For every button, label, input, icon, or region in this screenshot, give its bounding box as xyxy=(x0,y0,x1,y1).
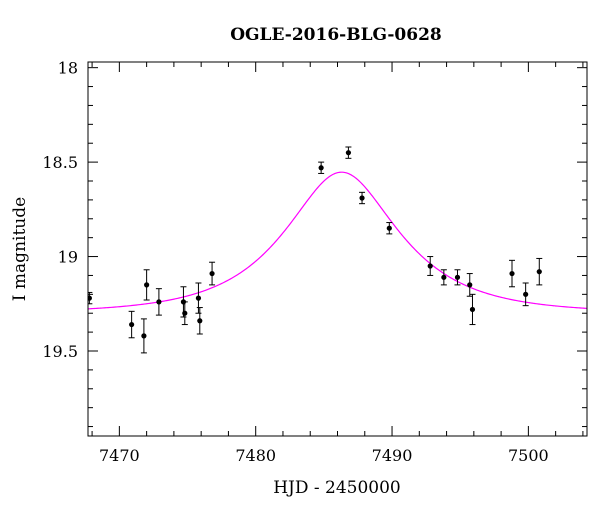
data-point xyxy=(195,295,202,301)
x-tick-label: 7470 xyxy=(99,446,140,465)
data-point xyxy=(469,306,476,313)
x-axis-label: HJD - 2450000 xyxy=(273,478,401,498)
y-tick-label: 19 xyxy=(58,248,78,267)
x-tick-label: 7480 xyxy=(235,446,276,465)
axis-ticks: 7470 7480 7490 7500 18 18.5 19 19.5 xyxy=(42,59,587,465)
x-tick-label: 7490 xyxy=(372,446,413,465)
data-point xyxy=(182,310,188,316)
data-point xyxy=(454,274,461,280)
plot-frame xyxy=(87,61,588,437)
data-points xyxy=(88,146,543,354)
data-point xyxy=(386,225,392,231)
data-point xyxy=(156,299,162,305)
y-axis-label: I magnitude xyxy=(10,197,30,301)
data-point xyxy=(88,295,92,301)
chart-title: OGLE-2016-BLG-0628 xyxy=(230,25,442,45)
data-point xyxy=(509,270,515,277)
data-point xyxy=(129,321,135,328)
plot-area xyxy=(88,146,587,354)
data-point xyxy=(523,291,529,297)
data-point xyxy=(467,282,473,288)
data-point xyxy=(197,318,203,324)
data-point xyxy=(141,333,147,339)
data-point xyxy=(359,195,365,201)
y-tick-label: 19.5 xyxy=(42,342,78,361)
data-point xyxy=(345,150,352,156)
y-tick-label: 18.5 xyxy=(42,153,78,172)
model-group xyxy=(88,171,587,310)
data-point xyxy=(209,270,215,277)
x-tick-label: 7500 xyxy=(508,446,549,465)
y-tick-label: 18 xyxy=(58,59,78,78)
data-point xyxy=(318,165,324,171)
model-curve xyxy=(88,171,587,310)
data-point xyxy=(427,263,433,269)
data-point xyxy=(441,274,447,280)
data-point xyxy=(144,282,150,288)
data-point xyxy=(536,269,542,275)
